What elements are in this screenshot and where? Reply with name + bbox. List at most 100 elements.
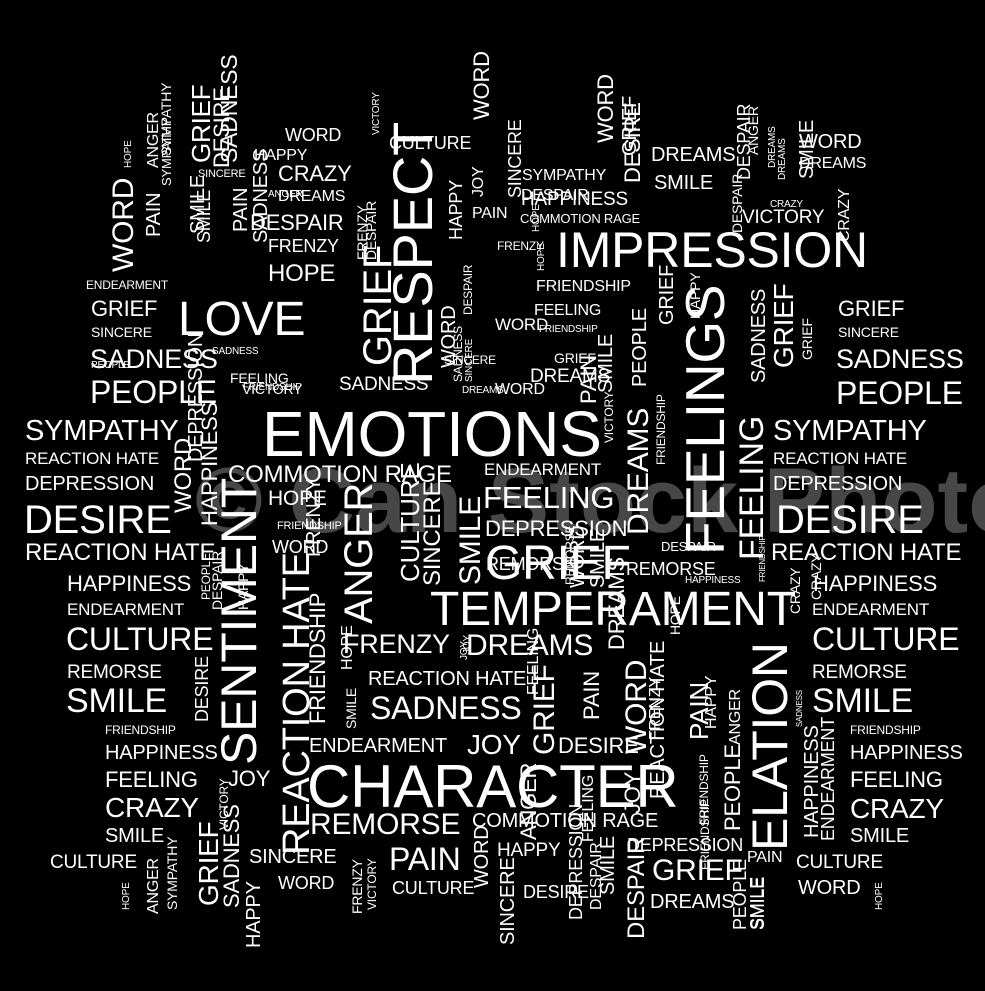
word-w116: FRIENDSHIP xyxy=(277,520,342,532)
word-w201: SYMPATHY xyxy=(164,836,180,910)
word-w102: HAPPINESS xyxy=(521,189,628,210)
word-w061: COMMOTION RAGE xyxy=(472,810,659,832)
word-w028: DEPRESSION xyxy=(485,516,628,541)
word-w039: ENDEARMENT xyxy=(67,600,185,619)
word-w176: PAIN xyxy=(579,671,604,720)
word-w167: REACTION HATE xyxy=(647,640,669,799)
word-w088: CULTURE xyxy=(389,133,472,153)
word-w171: FRIENDSHIP xyxy=(654,394,668,465)
word-w229: PAIN xyxy=(684,682,714,740)
word-w097: DESPAIR xyxy=(521,187,589,204)
word-w189: GRIEF xyxy=(619,95,641,156)
word-w085: FRIENDSHIP xyxy=(243,382,302,393)
word-w049: CRAZY xyxy=(105,792,199,823)
word-w033: REACTION HATE xyxy=(25,539,216,566)
word-w150: WORD xyxy=(471,825,493,888)
word-w019: CULTURE xyxy=(66,621,214,657)
word-w163: DREAMS xyxy=(622,407,655,535)
word-w045: HAPPINESS xyxy=(105,742,218,764)
word-w221: ANGER xyxy=(516,762,541,840)
word-w076: JOY xyxy=(228,766,271,791)
word-w062: DEPRESSION xyxy=(627,835,744,855)
word-w054: CULTURE xyxy=(796,852,883,873)
word-w115: HAPPINESS xyxy=(685,575,741,586)
word-w169: DESIRE xyxy=(192,656,212,722)
word-w187: ANGER xyxy=(727,689,744,745)
word-w174: HOPE xyxy=(536,243,547,271)
word-w025: DREAMS xyxy=(466,629,594,662)
word-w184: DESIRE xyxy=(209,87,234,168)
word-w190: HAPPINESS xyxy=(197,401,222,526)
word-w225: VICTORY xyxy=(217,778,231,830)
word-w218: GRIEF xyxy=(656,264,678,325)
word-w096: HAPPY xyxy=(254,147,308,164)
word-w136: GRIEF xyxy=(768,283,799,368)
word-w057: PAIN xyxy=(389,841,461,877)
word-w120: SMILE xyxy=(654,172,714,194)
word-w101: SYMPATHY xyxy=(522,167,607,184)
word-w079: DESPAIR xyxy=(250,210,344,235)
word-w046: HAPPINESS xyxy=(850,742,963,764)
word-w117: SINCERE xyxy=(444,353,496,367)
word-w075: REACTION HATE xyxy=(368,668,527,690)
word-w089: SINCERE xyxy=(838,324,899,340)
word-w220: JOY xyxy=(459,641,470,660)
word-w098: FRENZY xyxy=(497,239,544,253)
word-w059: DESIRE xyxy=(523,882,589,902)
word-w180: JOY xyxy=(470,166,487,197)
word-w202: SADNESS xyxy=(250,148,272,243)
word-w040: ENDEARMENT xyxy=(812,600,930,619)
word-w090: GRIEF xyxy=(838,296,905,321)
word-w143: FRENZY xyxy=(303,478,325,557)
word-w200: ANGER xyxy=(745,106,761,155)
word-w156: SMILE xyxy=(597,835,619,895)
word-w223: FRIENDSHIP xyxy=(698,799,712,870)
word-w193: GRIEF xyxy=(193,821,224,906)
word-w227: HAPPY xyxy=(235,563,251,610)
word-w129: HOPE xyxy=(123,140,134,168)
word-w114: FEELING xyxy=(534,302,602,319)
word-w032: REACTION HATE xyxy=(773,449,908,468)
word-w213: DESPAIR xyxy=(729,173,745,233)
word-w108: DREAMS xyxy=(462,385,504,396)
word-w030: ENDEARMENT xyxy=(484,460,602,479)
word-w185: DREAMS xyxy=(777,138,788,180)
word-w080: REMORSE xyxy=(486,554,576,574)
word-w031: REACTION HATE xyxy=(25,449,160,468)
word-w139: CRAZY xyxy=(836,188,853,242)
word-w232: REMORSE xyxy=(563,525,577,585)
word-w064: DREAMS xyxy=(650,891,735,913)
word-w013: PEOPLE xyxy=(90,374,217,410)
word-w038: HAPPINESS xyxy=(813,571,938,596)
word-w094: DREAMS xyxy=(799,155,867,172)
word-w104: COMMOTION RAGE xyxy=(520,211,640,226)
word-w011: DESIRE xyxy=(24,498,172,542)
word-w118: SADNESS xyxy=(212,346,259,357)
word-w113: GRIEF xyxy=(554,350,596,366)
word-w157: HOPE xyxy=(874,882,885,910)
word-w211: ANGER xyxy=(337,482,381,624)
word-w173: GRIEF xyxy=(528,664,561,755)
word-w070: CULTURE xyxy=(392,878,475,898)
word-w172: SINCERE xyxy=(464,338,475,382)
word-w230: SMILE xyxy=(587,528,609,588)
word-w087: FRIENDSHIP xyxy=(536,278,631,295)
word-w198: CULTURE xyxy=(395,462,425,582)
word-w081: SINCERE xyxy=(91,324,152,340)
word-w145: DESPAIR xyxy=(623,836,650,939)
word-w023: REMORSE xyxy=(310,808,461,841)
word-w083: SADNESS xyxy=(339,374,429,395)
word-w056: WORD xyxy=(798,877,861,899)
word-w219: SMILE xyxy=(454,495,487,585)
word-w051: SMILE xyxy=(105,825,165,847)
word-w147: VICTORY xyxy=(365,858,379,910)
word-w073: FRENZY xyxy=(268,236,339,256)
word-w206: HAPPY xyxy=(243,881,265,948)
word-w110: CRAZY xyxy=(770,199,803,210)
word-w037: HAPPINESS xyxy=(67,571,192,596)
word-w060: REMORSE xyxy=(626,559,716,579)
word-w095: SINCERE xyxy=(198,168,246,180)
word-w029: COMMOTION RAGE xyxy=(228,461,452,488)
word-w017: SYMPATHY xyxy=(25,415,179,447)
word-w175: FRIENDSHIP xyxy=(758,535,767,582)
